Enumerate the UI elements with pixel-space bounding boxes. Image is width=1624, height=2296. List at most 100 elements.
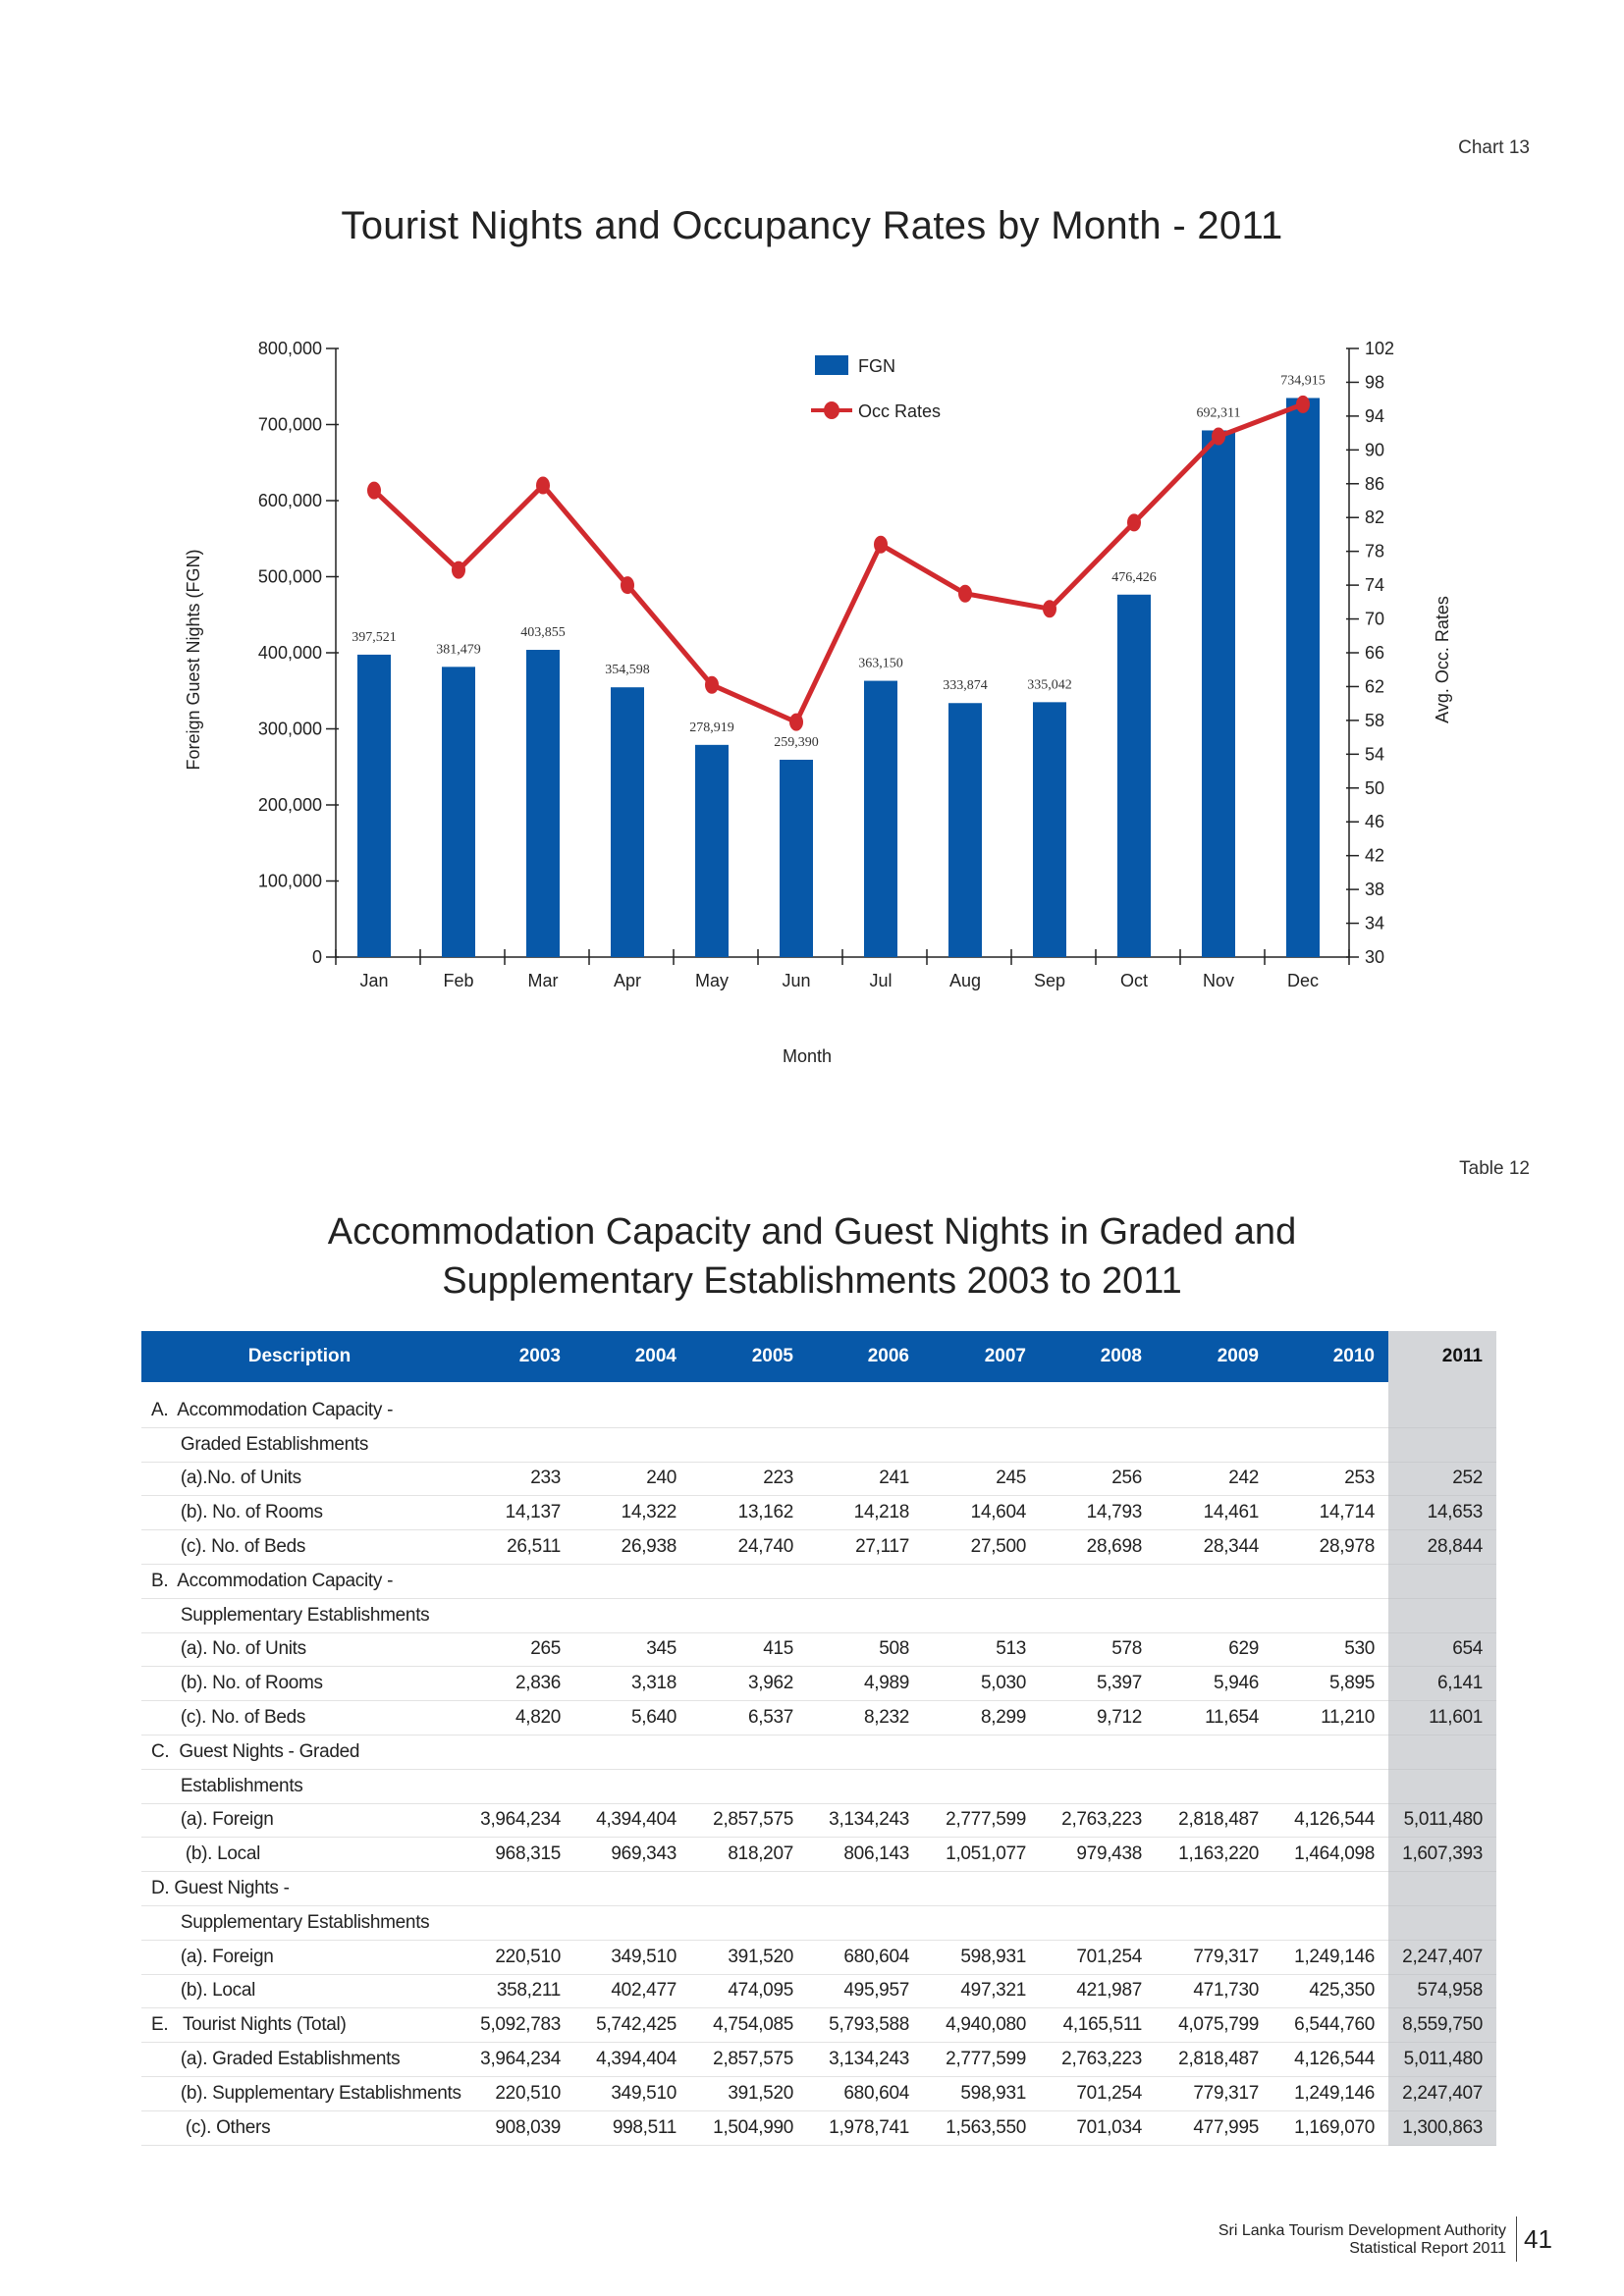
table-cell	[923, 1427, 1040, 1463]
row-description: (c). Others	[141, 2110, 458, 2146]
table-row: Establishments	[141, 1769, 1496, 1804]
row-description: Supplementary Establishments	[141, 1598, 458, 1633]
table-cell: 345	[574, 1632, 690, 1668]
occ-rate-point	[958, 584, 972, 603]
table-cell: 391,520	[690, 1940, 807, 1975]
table-cell: 28,844	[1388, 1529, 1496, 1565]
bar-mar	[526, 650, 560, 957]
table-cell: 1,300,863	[1388, 2110, 1496, 2146]
table-cell	[807, 1769, 923, 1804]
table-cell: 530	[1272, 1632, 1388, 1668]
row-description: (a). No. of Units	[141, 1632, 458, 1668]
table-cell: 497,321	[923, 1974, 1040, 2009]
table-row: (b). Local 358,211 402,477 474,095 495,957 49…	[141, 1974, 1496, 2009]
occ-rate-point	[1212, 427, 1225, 446]
chart-title: Tourist Nights and Occupancy Rates by Mo…	[341, 204, 1283, 247]
table-cell	[923, 1905, 1040, 1941]
y-tick-label-right: 70	[1365, 610, 1384, 629]
table-cell	[1156, 1564, 1272, 1599]
table-cell: 513	[923, 1632, 1040, 1668]
row-description: (c). No. of Beds	[141, 1700, 458, 1735]
table-cell: 245	[923, 1462, 1040, 1497]
table-row: (a). No. of Units 265 345 415 508 513 578 629 53…	[141, 1632, 1496, 1668]
y-tick-label-right: 62	[1365, 676, 1384, 696]
table-cell	[923, 1769, 1040, 1804]
table-cell	[458, 1598, 574, 1633]
table-row: (c). No. of Beds 4,820 5,640 6,537 8,232 8,29…	[141, 1700, 1496, 1735]
table-cell	[690, 1427, 807, 1463]
table-cell: 220,510	[458, 2076, 574, 2111]
table-cell: 1,249,146	[1272, 1940, 1388, 1975]
y-tick-label-left: 800,000	[258, 339, 322, 358]
table-cell	[1388, 1871, 1496, 1906]
table-row: E. Tourist Nights (Total) 5,092,783 5,742,…	[141, 2007, 1496, 2044]
table-cell: 9,712	[1040, 1700, 1156, 1735]
table-cell: 256	[1040, 1462, 1156, 1497]
table-cell: 908,039	[458, 2110, 574, 2146]
table-cell: 2,777,599	[923, 1803, 1040, 1839]
table-cell: 680,604	[807, 1940, 923, 1975]
table-cell	[1272, 1871, 1388, 1906]
row-description: A. Accommodation Capacity -	[141, 1394, 458, 1428]
table-cell: 3,964,234	[458, 1803, 574, 1839]
table-cell	[1156, 1394, 1272, 1428]
header-description: Description	[141, 1331, 458, 1382]
y-tick-label-right: 38	[1365, 880, 1384, 899]
table-cell: 1,163,220	[1156, 1837, 1272, 1873]
table-cell: 391,520	[690, 2076, 807, 2111]
table-cell: 11,210	[1272, 1700, 1388, 1735]
table-cell: 998,511	[574, 2110, 690, 2146]
table-title-line1: Accommodation Capacity and Guest Nights …	[327, 1211, 1297, 1253]
table-cell: 27,500	[923, 1529, 1040, 1565]
table-cell	[923, 1735, 1040, 1770]
table-cell: 4,394,404	[574, 1803, 690, 1839]
table-cell: 14,461	[1156, 1495, 1272, 1531]
footer-publisher: Sri Lanka Tourism Development Authority …	[1218, 2222, 1506, 2258]
table-cell: 14,653	[1388, 1495, 1496, 1531]
table-cell: 2,777,599	[923, 2042, 1040, 2077]
table-row: C. Guest Nights - Graded	[141, 1735, 1496, 1770]
table-row: D. Guest Nights -	[141, 1871, 1496, 1906]
table-cell: 574,958	[1388, 1974, 1496, 2009]
table-cell	[1388, 1905, 1496, 1941]
table-cell: 4,754,085	[690, 2007, 807, 2044]
table-cell: 252	[1388, 1462, 1496, 1497]
table-cell	[1040, 1905, 1156, 1941]
table-cell: 629	[1156, 1632, 1272, 1668]
table-cell	[690, 1871, 807, 1906]
y-tick-label-right: 46	[1365, 812, 1384, 831]
table-cell	[1156, 1427, 1272, 1463]
table-row: (b). No. of Rooms 2,836 3,318 3,962 4,989 5,0…	[141, 1666, 1496, 1702]
table-cell: 6,537	[690, 1700, 807, 1735]
table-cell: 474,095	[690, 1974, 807, 2009]
table-cell	[458, 1735, 574, 1770]
table-cell: 402,477	[574, 1974, 690, 2009]
table-cell: 2,247,407	[1388, 2076, 1496, 2111]
bar-value-label: 333,874	[943, 678, 988, 693]
table-cell	[1040, 1598, 1156, 1633]
table-cell: 425,350	[1272, 1974, 1388, 2009]
y-tick-label-left: 300,000	[258, 720, 322, 739]
table-row: Graded Establishments	[141, 1427, 1496, 1463]
table-cell: 4,940,080	[923, 2007, 1040, 2044]
table-cell: 598,931	[923, 2076, 1040, 2111]
table-cell	[574, 1735, 690, 1770]
table-cell: 5,011,480	[1388, 2042, 1496, 2077]
legend-marker-occ	[824, 401, 839, 419]
table-cell	[1272, 1769, 1388, 1804]
table-cell	[690, 1905, 807, 1941]
table-number-label: Table 12	[1459, 1158, 1530, 1179]
table-cell: 14,604	[923, 1495, 1040, 1531]
table-cell	[1272, 1735, 1388, 1770]
table-cell: 2,857,575	[690, 2042, 807, 2077]
row-description: (a). Foreign	[141, 1803, 458, 1839]
table-cell	[923, 1598, 1040, 1633]
table-cell: 1,169,070	[1272, 2110, 1388, 2146]
table-row: (a). Graded Establishments 3,964,234 4,394…	[141, 2042, 1496, 2077]
table-cell: 779,317	[1156, 1940, 1272, 1975]
row-description: (b). Supplementary Establishments	[141, 2076, 461, 2111]
table-cell	[574, 1769, 690, 1804]
table-cell: 27,117	[807, 1529, 923, 1565]
header-year-latest: 2011	[1388, 1331, 1496, 1382]
table-cell: 5,092,783	[458, 2007, 574, 2044]
